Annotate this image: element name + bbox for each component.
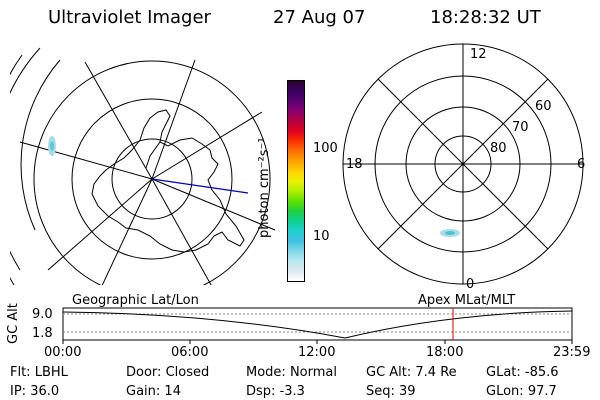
colorbar [287, 80, 305, 282]
mlt-label-0: 0 [466, 277, 475, 292]
status-ip: IP: 36.0 [10, 384, 60, 399]
lat-circle-3 [33, 60, 271, 285]
meridian [151, 59, 196, 180]
header-date: 27 Aug 07 [273, 7, 366, 28]
lat-circle-2 [71, 98, 233, 260]
mlat-label-60: 60 [535, 99, 552, 114]
status-door: Door: Closed [126, 365, 210, 380]
x-tick-1200: 12:00 [298, 345, 336, 360]
app-title: Ultraviolet Imager [48, 7, 211, 28]
colorbar-tick-10: 10 [313, 229, 330, 244]
x-tick-2359: 23:59 [553, 345, 591, 360]
colorbar-unit-label: photon cm⁻²s⁻¹ [257, 137, 272, 238]
meridian [47, 178, 153, 271]
status-seq: Seq: 39 [366, 384, 416, 399]
status-gain: Gain: 14 [126, 384, 181, 399]
status-dsp: Dsp: -3.3 [246, 384, 305, 399]
meridian [101, 178, 153, 285]
outer-arc-2 [10, 47, 41, 271]
mlt-label-6: 6 [577, 157, 586, 172]
outer-arc-3 [10, 54, 23, 285]
coastline-inlet [145, 141, 161, 169]
geographic-label: Geographic Lat/Lon [72, 293, 199, 308]
meridian [151, 111, 263, 180]
status-gc-alt: GC Alt: 7.4 Re [366, 365, 457, 380]
status-mode: Mode: Normal [246, 365, 337, 380]
outer-arc-1 [20, 59, 61, 231]
orbit-track [151, 178, 249, 194]
meridian [84, 61, 153, 180]
altitude-curve [62, 310, 573, 339]
coastline [91, 109, 245, 253]
magnetic-map [342, 43, 584, 285]
timeline-frame [62, 307, 573, 341]
lat-circle-1 [111, 138, 193, 220]
apex-label: Apex MLat/MLT [418, 293, 516, 308]
mlt-label-18: 18 [346, 157, 363, 172]
colorbar-gradient [287, 80, 305, 282]
meridian [151, 178, 212, 285]
status-glat: GLat: -85.6 [486, 365, 559, 380]
x-tick-1800: 18:00 [426, 345, 464, 360]
header-time: 18:28:32 UT [430, 7, 541, 28]
aurora-core [50, 141, 54, 151]
meridian [19, 141, 153, 180]
y-tick-9: 9.0 [32, 307, 53, 322]
status-filter: Flt: LBHL [10, 365, 68, 380]
mlt-line-diag [377, 78, 549, 250]
colorbar-tick-100: 100 [313, 141, 338, 156]
x-tick-0000: 00:00 [44, 345, 82, 360]
mlat-label-80: 80 [490, 141, 507, 156]
meridian [151, 178, 276, 231]
mlat-label-70: 70 [512, 120, 529, 135]
timeline-y-label: GC Alt [6, 303, 21, 344]
status-glon: GLon: 97.7 [486, 384, 557, 399]
y-tick-1-8: 1.8 [32, 326, 53, 341]
x-tick-0600: 06:00 [171, 345, 209, 360]
aurora-core-mag [445, 231, 455, 235]
mlt-label-12: 12 [470, 47, 487, 62]
